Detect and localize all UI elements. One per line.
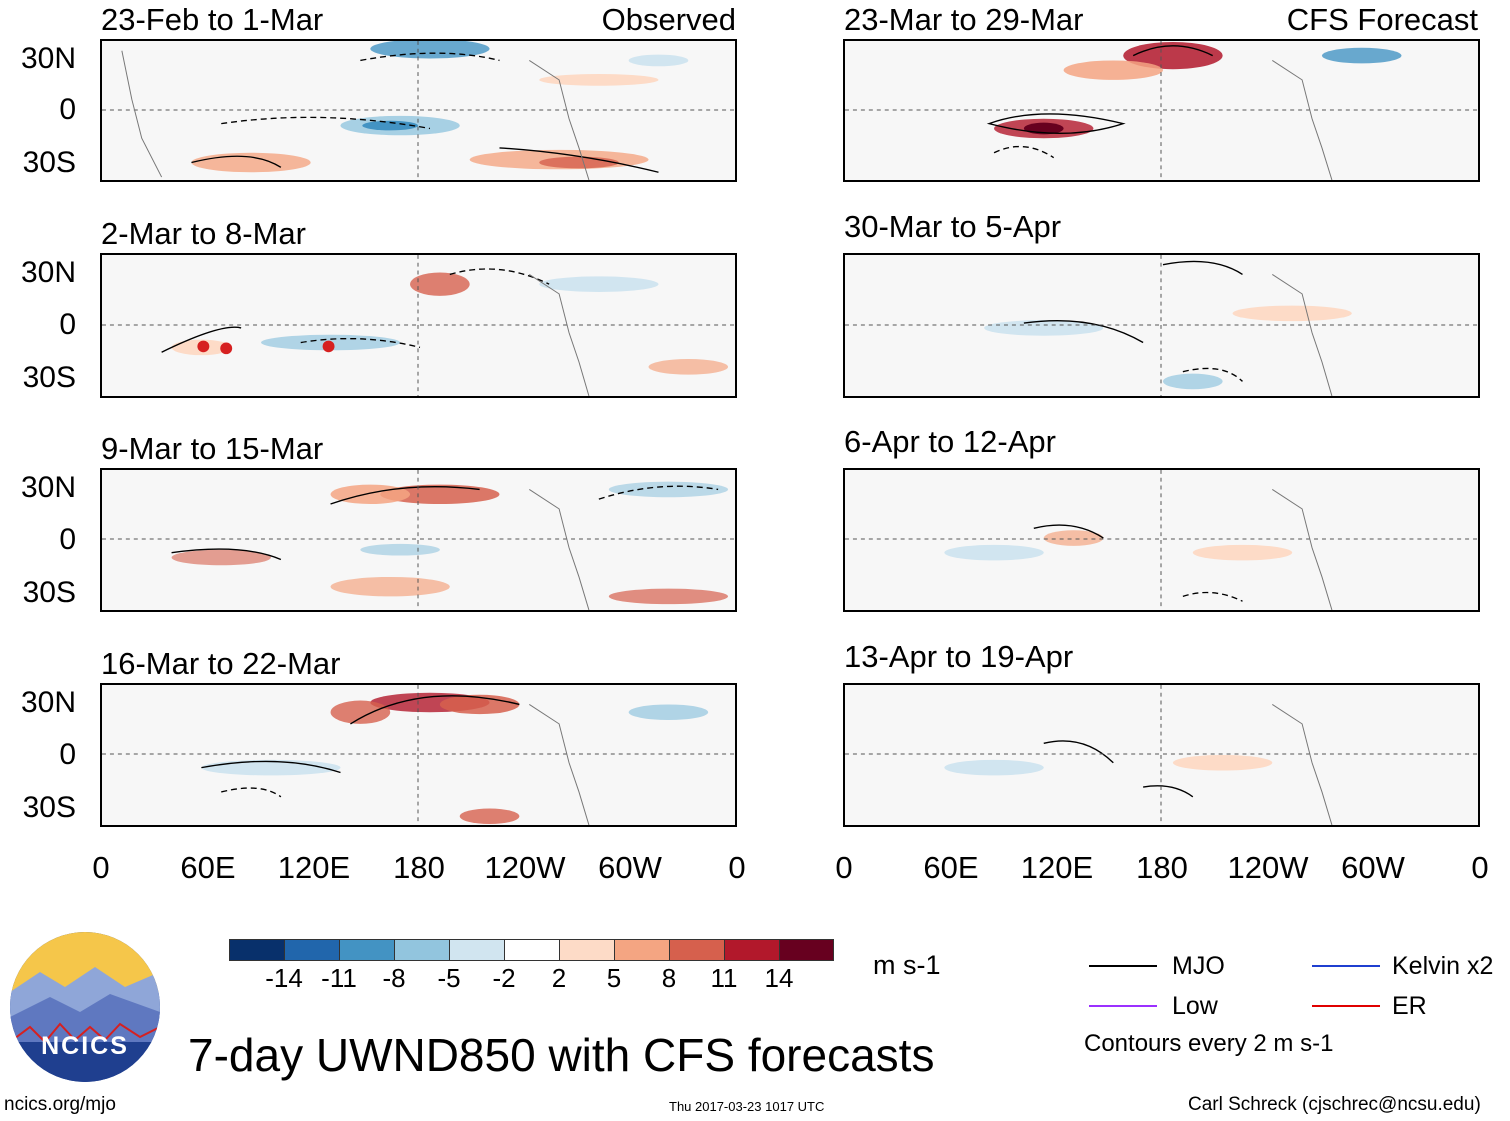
- map-panel-8: [843, 683, 1480, 827]
- anomaly-field: [845, 685, 1478, 825]
- map-panel-3: [100, 468, 737, 612]
- cfs-forecast-tag: CFS Forecast: [1286, 2, 1478, 37]
- anomaly-field: [102, 470, 735, 610]
- footer-website: ncics.org/mjo: [4, 1094, 116, 1115]
- panel-title-3: 9-Mar to 15-Mar: [101, 431, 324, 466]
- anomaly-field: [845, 255, 1478, 396]
- observed-tag: Observed: [601, 2, 736, 37]
- storm-marker-5: [197, 340, 210, 353]
- storm-marker-11: [220, 342, 233, 355]
- anomaly-field: [845, 470, 1478, 610]
- panel-title-1: 23-Feb to 1-Mar: [101, 2, 324, 37]
- panel-title-7: 6-Apr to 12-Apr: [844, 424, 1056, 459]
- panel-title-4: 16-Mar to 22-Mar: [101, 646, 341, 681]
- footer-timestamp: Thu 2017-03-23 1017 UTC: [669, 1099, 825, 1114]
- footer-author: Carl Schreck (cjschrec@ncsu.edu): [1188, 1094, 1481, 1115]
- anomaly-field: [102, 41, 735, 180]
- anomaly-field: [102, 685, 735, 825]
- panel-title-8: 13-Apr to 19-Apr: [844, 639, 1074, 674]
- map-panel-4: [100, 683, 737, 827]
- map-panel-2: [100, 253, 737, 398]
- panel-title-6: 30-Mar to 5-Apr: [844, 209, 1062, 244]
- figure-title: 7-day UWND850 with CFS forecasts: [188, 1029, 935, 1081]
- panel-title-2: 2-Mar to 8-Mar: [101, 216, 306, 251]
- map-panel-5: [843, 39, 1480, 182]
- panel-title-5: 23-Mar to 29-Mar: [844, 2, 1084, 37]
- ncics-logo: NCICS: [10, 932, 160, 1082]
- units-label: m s-1: [873, 950, 941, 980]
- map-panel-7: [843, 468, 1480, 612]
- map-panel-1: [100, 39, 737, 182]
- storm-marker-8: [322, 340, 335, 353]
- map-panel-6: [843, 253, 1480, 398]
- anomaly-field: [845, 41, 1478, 180]
- logo-text: NCICS: [41, 1032, 129, 1060]
- anomaly-field: [102, 255, 735, 396]
